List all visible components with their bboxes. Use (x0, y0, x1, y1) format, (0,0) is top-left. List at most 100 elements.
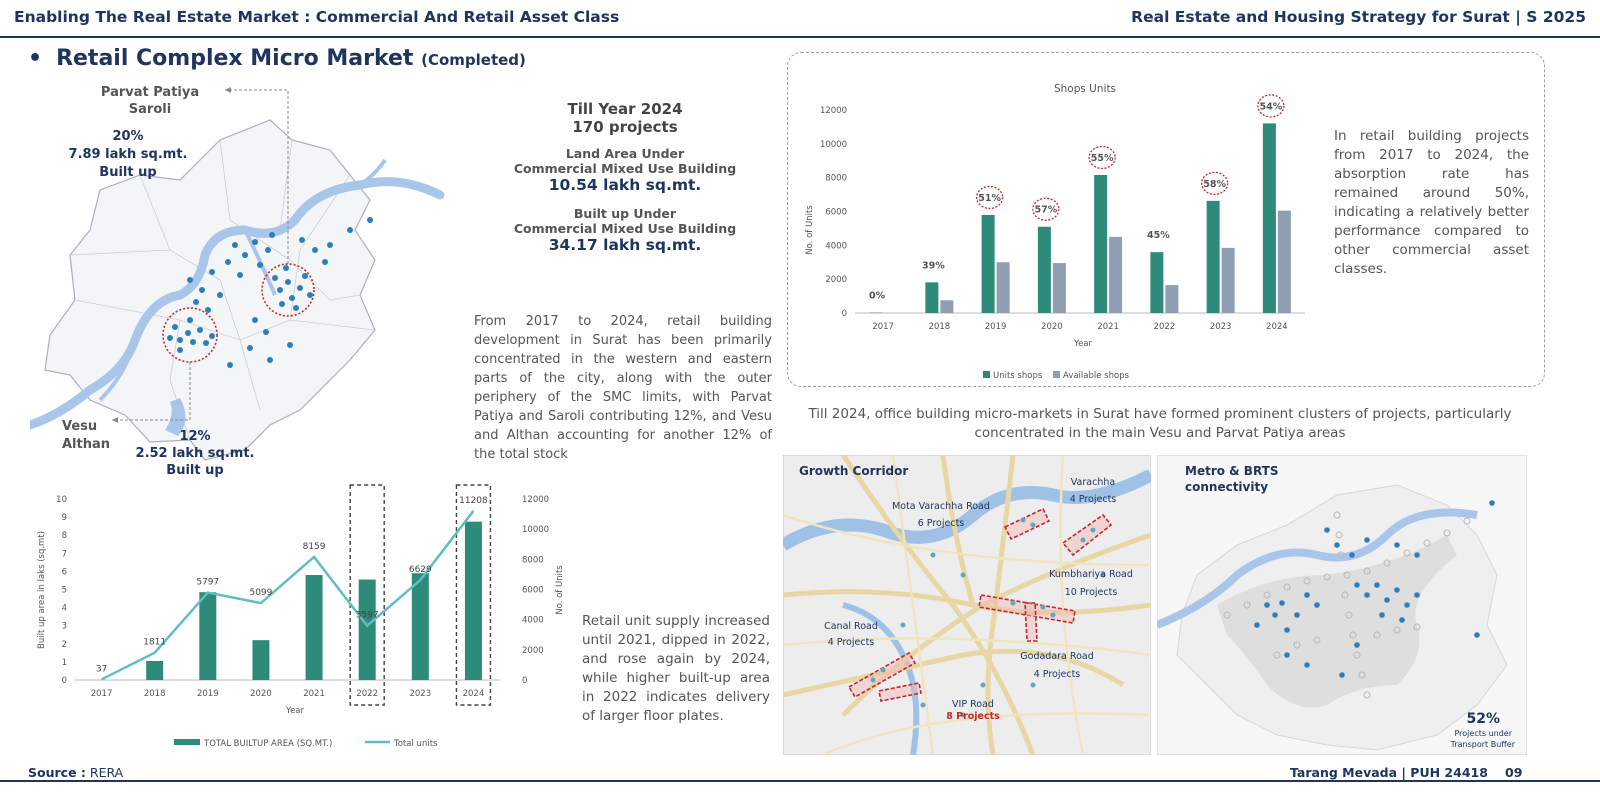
vip-road-count: 8 Projects (946, 711, 1000, 722)
builtup-ytick-right: 10000 (522, 525, 549, 535)
shops-pct-highlight-2021 (1088, 145, 1116, 170)
south-leader (112, 362, 191, 421)
builtup-ytick-right: 2000 (522, 646, 544, 656)
shops-pct-label-2019: 51% (978, 193, 1001, 204)
shops-bar-units-2023 (1206, 200, 1220, 313)
builtup-bar-2019 (199, 592, 217, 680)
legend-units-shops: Units shops (993, 371, 1043, 381)
builtup-bar-2021 (305, 575, 323, 680)
kumbhariya-name: Kumbhariya Road (1049, 569, 1133, 580)
total-units-label-2019: 5797 (196, 578, 219, 588)
shops-xtick-label: 2017 (872, 322, 894, 332)
shops-ytick-label: 12000 (820, 106, 847, 116)
land-label-2: Commercial Mixed Use Building (513, 161, 737, 176)
legend-available-shops-swatch (1053, 371, 1060, 378)
footer-divider (0, 780, 1600, 782)
builtup-ylabel-left: Built up area in laks (sq.mt) (37, 531, 47, 649)
office-clusters-caption: Till 2024, office building micro-markets… (808, 406, 1512, 441)
retail-map (30, 87, 445, 461)
project-pins (167, 217, 373, 368)
varachha-name: Varachha (1071, 477, 1115, 488)
supply-paragraph: Retail unit supply increased until 2021,… (582, 613, 770, 724)
builtup-ytick-left: 1 (62, 658, 67, 668)
shops-bar-units-2024 (1262, 123, 1276, 313)
canal-road-count: 4 Projects (828, 637, 875, 648)
footer-page-number: 09 (1505, 765, 1523, 780)
shops-pct-label-2017: 0% (869, 291, 886, 302)
shops-xtick-label: 2019 (985, 322, 1007, 332)
builtup-ytick-left: 9 (62, 513, 67, 523)
section-subtitle: (Completed) (421, 51, 526, 69)
header-right-title: Real Estate and Housing Strategy for Sur… (1131, 8, 1586, 26)
bullet: • (28, 46, 43, 71)
builtup-area-chart: Built up area in laks (sq.mt) No. of Uni… (37, 484, 565, 749)
header-divider (0, 36, 1600, 38)
total-units-line (101, 510, 475, 681)
builtup-ytick-left: 4 (62, 604, 67, 614)
growth-minor-roads (783, 455, 1151, 755)
metro-map-title-1: Metro & BRTS (1185, 464, 1278, 478)
shops-pct-label-2018: 39% (922, 260, 945, 271)
shops-pct-label-2020: 57% (1035, 205, 1058, 216)
shops-pct-highlight-2024 (1257, 94, 1285, 118)
metro-buffer-pct: 52% (1466, 711, 1500, 727)
river (30, 177, 445, 430)
builtup-ytick-right: 8000 (522, 555, 544, 565)
creek (98, 158, 387, 402)
shops-pct-label-2022: 45% (1147, 230, 1170, 241)
built-label-1: Built up Under (573, 206, 677, 221)
source-value: RERA (89, 765, 124, 780)
kumbhariya-count: 10 Projects (1065, 587, 1118, 598)
builtup-ytick-left: 6 (62, 567, 67, 577)
development-paragraph: From 2017 to 2024, retail building devel… (474, 314, 772, 462)
land-value: 10.54 lakh sq.mt. (548, 176, 702, 194)
builtup-ytick-right: 4000 (522, 616, 544, 626)
godadara-name: Godadara Road (1020, 651, 1093, 662)
growth-project-pins (870, 517, 1106, 718)
builtup-bar-2024 (464, 521, 482, 680)
shops-pct-highlight-2020 (1032, 197, 1060, 221)
shops-ytick-label: 6000 (825, 208, 847, 218)
builtup-xtick-label: 2018 (144, 689, 166, 699)
metro-buffer-label-1: Projects under (1454, 729, 1512, 738)
lake (165, 398, 186, 436)
shops-xtick-label: 2020 (1041, 322, 1063, 332)
projects-count: 170 projects (572, 118, 678, 136)
source-label: Source : (28, 765, 86, 780)
north-leader (225, 89, 289, 264)
metro-map-title-2: connectivity (1185, 480, 1268, 494)
built-label-2: Commercial Mixed Use Building (513, 221, 737, 236)
builtup-bar-2018 (146, 660, 164, 680)
builtup-highlight-2022 (349, 484, 385, 706)
builtup-xtick-label: 2017 (91, 689, 113, 699)
builtup-bar-2022 (358, 579, 376, 680)
builtup-chart-legend: TOTAL BUILTUP AREA (SQ.MT.) Total units (174, 739, 438, 749)
south-region-name: Vesu Althan (62, 419, 111, 452)
shops-bar-available-2024 (1277, 210, 1291, 313)
shops-chart-ylabel: No. of Units (805, 205, 815, 255)
builtup-xlabel: Year (285, 706, 305, 716)
shops-bar-available-2020 (1052, 263, 1066, 313)
shops-chart-title: Shops Units (1054, 83, 1116, 95)
metro-brts-map: Metro & BRTS connectivity 52% Projects u… (1157, 455, 1527, 755)
metro-stations (1223, 511, 1471, 699)
total-units-label-2017: 37 (96, 664, 107, 674)
shops-bar-units-2019 (981, 214, 995, 313)
stats-block: Till Year 2024 170 projects Land Area Un… (490, 100, 760, 254)
builtup-ytick-left: 0 (62, 676, 67, 686)
builtup-xtick-label: 2022 (356, 689, 378, 699)
builtup-bar-2023 (411, 573, 429, 680)
builtup-ytick-left: 3 (62, 622, 67, 632)
metro-river (1157, 508, 1478, 629)
builtup-highlight-2024 (455, 484, 492, 706)
absorption-paragraph: In retail building projects from 2017 to… (1334, 128, 1529, 277)
builtup-ytick-left: 2 (62, 640, 67, 650)
shops-bar-available-2023 (1221, 247, 1235, 313)
legend-available-shops: Available shops (1063, 371, 1130, 381)
shops-bar-available-2018 (940, 300, 954, 313)
shops-pct-highlight-2019 (975, 185, 1004, 210)
shops-ytick-label: 8000 (825, 174, 847, 184)
builtup-ytick-left: 8 (62, 531, 67, 541)
shops-bar-units-2018 (925, 282, 939, 313)
builtup-chart-marks: 0 1 2 3 4 5 6 7 8 9 10 0 2000 4000 6000 8000 10000 12000 2… (56, 484, 549, 706)
